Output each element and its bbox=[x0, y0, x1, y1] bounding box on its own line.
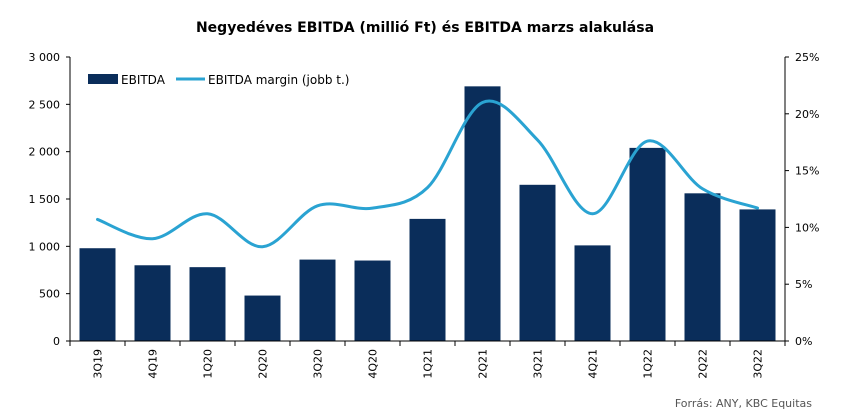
ebitda-bar bbox=[464, 86, 501, 341]
left-tick-label: 1 500 bbox=[29, 193, 61, 206]
left-axis: 0 500 1 000 1 500 2 000 2 500 3 000 bbox=[29, 51, 71, 348]
legend-label-ebitda: EBITDA bbox=[121, 73, 166, 87]
legend-swatch-ebitda bbox=[88, 74, 118, 84]
x-tick-label: 2Q21 bbox=[477, 349, 490, 379]
x-tick-label: 1Q22 bbox=[642, 349, 655, 379]
ebitda-bar bbox=[684, 193, 721, 341]
x-tick-label: 4Q19 bbox=[147, 349, 160, 379]
ebitda-bar bbox=[189, 267, 226, 341]
source-note: Forrás: ANY, KBC Equitas bbox=[675, 397, 812, 410]
ebitda-bar bbox=[244, 295, 281, 341]
x-tick-label: 3Q20 bbox=[312, 349, 325, 379]
x-tick-label: 3Q19 bbox=[92, 349, 105, 379]
right-tick-label: 10% bbox=[795, 221, 819, 234]
margin-line bbox=[96, 99, 759, 249]
right-tick-label: 5% bbox=[795, 278, 812, 291]
legend-label-margin: EBITDA margin (jobb t.) bbox=[208, 73, 349, 87]
ebitda-bar bbox=[409, 218, 446, 341]
right-tick-label: 0% bbox=[795, 335, 812, 348]
right-tick-label: 15% bbox=[795, 165, 819, 178]
x-axis: 3Q19 4Q19 1Q20 2Q20 3Q20 4Q20 1Q21 2Q21 3Q21 4Q21… bbox=[69, 340, 786, 379]
ebitda-bar bbox=[574, 245, 611, 341]
right-tick-label: 20% bbox=[795, 108, 819, 121]
left-tick-label: 2 000 bbox=[29, 146, 61, 159]
left-tick-label: 1 000 bbox=[29, 240, 61, 253]
ebitda-bar bbox=[79, 248, 116, 341]
right-axis: 0% 5% 10% 15% 20% 25% bbox=[784, 51, 819, 348]
ebitda-bar bbox=[519, 184, 556, 341]
x-tick-label: 3Q21 bbox=[532, 349, 545, 379]
left-tick-label: 500 bbox=[39, 288, 60, 301]
margin-line-path bbox=[96, 99, 759, 249]
x-tick-label: 2Q20 bbox=[257, 349, 270, 379]
x-tick-label: 3Q22 bbox=[752, 349, 765, 379]
left-tick-label: 0 bbox=[53, 335, 60, 348]
x-tick-label: 4Q21 bbox=[587, 349, 600, 379]
ebitda-bar bbox=[629, 147, 666, 341]
ebitda-bar bbox=[739, 209, 776, 341]
chart-title: Negyedéves EBITDA (millió Ft) és EBITDA … bbox=[196, 20, 654, 36]
left-tick-label: 3 000 bbox=[29, 51, 61, 64]
x-tick-label: 1Q20 bbox=[202, 349, 215, 379]
left-tick-label: 2 500 bbox=[29, 98, 61, 111]
x-tick-label: 4Q20 bbox=[367, 349, 380, 379]
ebitda-bar bbox=[354, 260, 391, 341]
x-tick-label: 2Q22 bbox=[697, 349, 710, 379]
right-tick-label: 25% bbox=[795, 51, 819, 64]
ebitda-bar bbox=[134, 265, 171, 341]
x-tick-label: 1Q21 bbox=[422, 349, 435, 379]
legend: EBITDA EBITDA margin (jobb t.) bbox=[88, 73, 349, 87]
ebitda-bar bbox=[299, 259, 336, 341]
ebitda-bars bbox=[79, 86, 776, 341]
